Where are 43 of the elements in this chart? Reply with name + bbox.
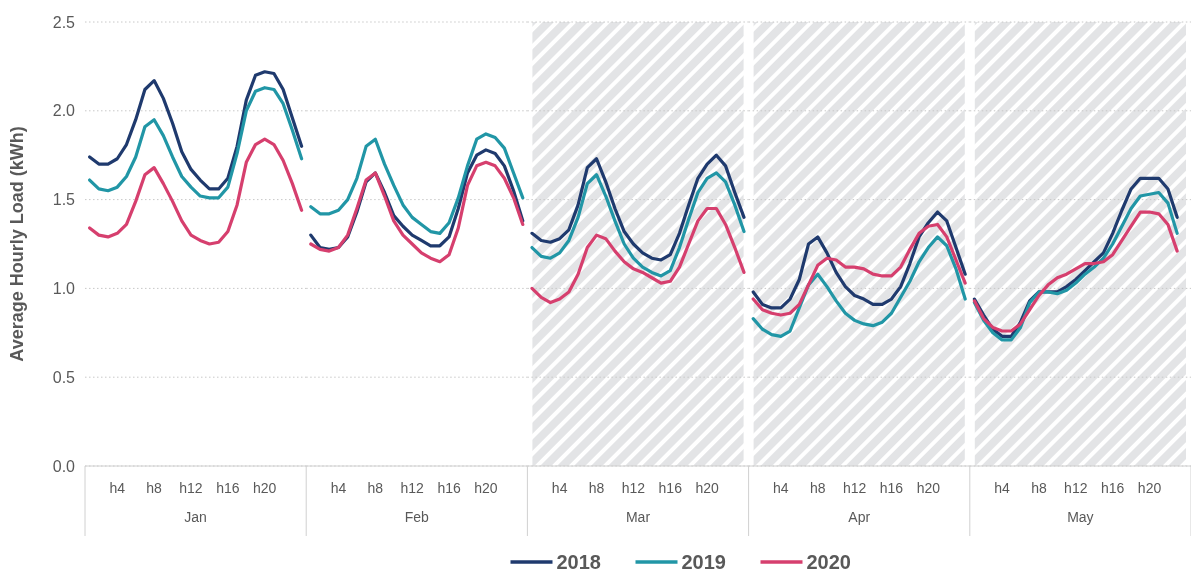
x-tick-label: h12 [400, 480, 425, 496]
x-tick-label: h8 [809, 480, 826, 496]
legend-label: 2018 [556, 551, 601, 573]
legend-label: 2019 [681, 551, 726, 573]
x-tick-label: h12 [621, 480, 646, 496]
x-axis-title: Jan [184, 509, 207, 525]
x-tick-label: h8 [146, 480, 163, 496]
x-tick-label: h4 [551, 480, 568, 496]
x-tick-label: h20 [253, 480, 277, 496]
x-axis-title: Apr [848, 509, 871, 525]
x-tick-label: h12 [1064, 480, 1088, 496]
x-tick-label: h12 [179, 480, 203, 496]
y-tick-label: 2.5 [52, 13, 76, 31]
line-series [88, 137, 304, 246]
x-tick-label: h20 [1137, 480, 1162, 496]
x-axis-title: Mar [625, 509, 651, 525]
x-tick-label: h4 [330, 480, 347, 496]
x-tick-label: h4 [773, 480, 789, 496]
x-tick-label: h16 [879, 480, 904, 496]
line-series [88, 86, 304, 200]
x-tick-label: h8 [588, 480, 605, 496]
x-tick-label: h20 [695, 480, 720, 496]
x-tick-label: h4 [109, 480, 126, 496]
x-tick-label: h16 [216, 480, 240, 496]
x-axis-title: May [1067, 509, 1094, 525]
x-tick-label: h16 [1100, 480, 1125, 496]
x-tick-label: h16 [658, 480, 683, 496]
y-tick-label: 1.5 [52, 191, 76, 209]
x-tick-label: h8 [1031, 480, 1047, 496]
x-tick-label: h20 [474, 480, 498, 496]
y-tick-label: 0.5 [52, 368, 76, 386]
y-tick-label: 1.0 [52, 280, 76, 297]
y-axis-title: Average Hourly Load (kWh) [7, 126, 27, 362]
legend-label: 2020 [806, 551, 851, 573]
y-tick-label: 0.0 [52, 457, 76, 475]
line-series [88, 70, 304, 191]
x-tick-label: h8 [367, 480, 384, 496]
x-tick-label: h16 [437, 480, 461, 496]
y-tick-label: 2.0 [52, 102, 76, 120]
x-tick-label: h20 [916, 480, 941, 496]
x-tick-label: h12 [842, 480, 867, 496]
x-tick-label: h4 [994, 480, 1011, 496]
x-axis-title: Feb [404, 509, 430, 525]
